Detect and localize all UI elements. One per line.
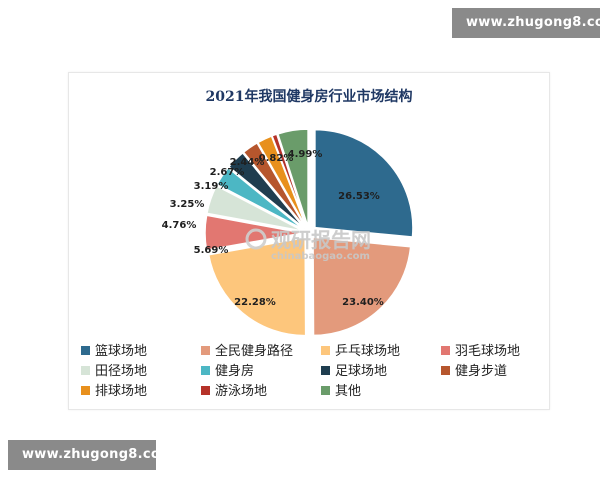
slice-label-6: 3.25%: [170, 199, 205, 210]
pie-chart: 2021年我国健身房行业市场结构 26.53% 23.40% 22.28% 5.69%…: [69, 73, 549, 409]
legend-swatch-3: [321, 346, 330, 355]
slice-label-7: 3.19%: [194, 181, 229, 192]
slice-label-2: 23.40%: [342, 297, 384, 308]
legend-label-8: 健身步道: [455, 363, 507, 379]
legend-swatch-8: [441, 366, 450, 375]
legend-label-2: 全民健身路径: [215, 343, 293, 359]
watermark-bottom: www.zhugong8.com: [8, 440, 156, 470]
legend-swatch-11: [321, 386, 330, 395]
legend-label-1: 篮球场地: [95, 344, 147, 359]
chart-frame: 2021年我国健身房行业市场结构 26.53% 23.40% 22.28% 5.69%…: [68, 72, 550, 410]
slice-label-11: 4.99%: [288, 149, 323, 160]
legend-label-11: 其他: [335, 384, 361, 399]
slice-label-5: 4.76%: [162, 220, 197, 231]
slice-label-8: 2.67%: [210, 167, 245, 178]
legend-label-6: 健身房: [215, 363, 254, 379]
watermark-cn: 观研报告网: [271, 228, 371, 252]
slice-label-4: 5.69%: [194, 245, 229, 256]
legend-swatch-9: [81, 386, 90, 395]
watermark-top: www.zhugong8.com: [452, 8, 600, 38]
pie-slice-1: [315, 130, 413, 237]
legend-label-10: 游泳场地: [215, 384, 267, 399]
legend-swatch-2: [201, 346, 210, 355]
legend-swatch-5: [81, 366, 90, 375]
legend-label-9: 排球场地: [95, 384, 147, 399]
slice-label-1: 26.53%: [338, 191, 380, 202]
legend-label-4: 羽毛球场地: [455, 344, 520, 359]
legend-swatch-6: [201, 366, 210, 375]
legend-label-3: 乒乓球场地: [335, 344, 400, 359]
legend-swatch-1: [81, 346, 90, 355]
watermark-en: chinabaogao.com: [271, 251, 370, 262]
legend-swatch-10: [201, 386, 210, 395]
chart-title: 2021年我国健身房行业市场结构: [206, 88, 413, 105]
legend-swatch-4: [441, 346, 450, 355]
legend-swatch-7: [321, 366, 330, 375]
slice-label-3: 22.28%: [234, 297, 276, 308]
legend-label-5: 田径场地: [95, 364, 147, 379]
legend-label-7: 足球场地: [335, 364, 387, 379]
